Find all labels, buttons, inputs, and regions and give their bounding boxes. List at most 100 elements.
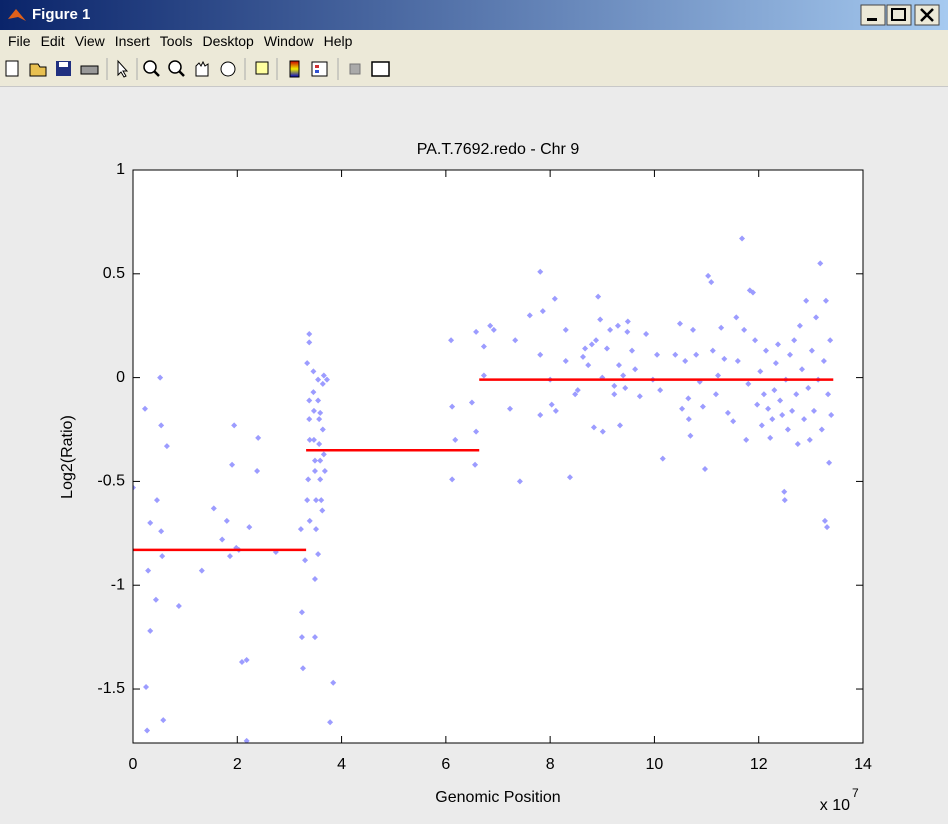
data-point	[311, 634, 318, 641]
data-point	[826, 459, 833, 466]
data-point	[223, 517, 230, 524]
data-point	[620, 372, 627, 379]
data-point	[590, 424, 597, 431]
data-point	[490, 326, 497, 333]
data-point	[771, 387, 778, 394]
data-point	[306, 416, 313, 423]
data-point	[506, 405, 513, 412]
data-point	[231, 422, 238, 429]
data-point	[805, 384, 812, 391]
data-point	[690, 326, 697, 333]
app-icon	[8, 9, 26, 21]
data-point	[319, 507, 326, 514]
data-point	[721, 355, 728, 362]
data-point	[579, 353, 586, 360]
toolbar-icons[interactable]	[0, 52, 560, 86]
data-point	[157, 374, 164, 381]
data-point	[133, 484, 136, 491]
data-point	[733, 314, 740, 321]
data-point	[141, 405, 148, 412]
data-point	[781, 488, 788, 495]
data-point	[654, 351, 661, 358]
data-point	[448, 337, 455, 344]
menu-item[interactable]: Desktop	[202, 33, 254, 49]
data-point	[749, 289, 756, 296]
x-tick-label: 8	[546, 756, 555, 773]
data-point	[310, 436, 317, 443]
data-point	[825, 391, 832, 398]
data-point	[741, 326, 748, 333]
data-point	[229, 461, 236, 468]
y-tick-label: 0.5	[103, 265, 125, 282]
data-point	[304, 360, 311, 367]
data-point	[699, 403, 706, 410]
data-point	[772, 360, 779, 367]
data-point	[821, 517, 828, 524]
data-point	[734, 358, 741, 364]
x-scale-exponent: 7	[852, 786, 859, 800]
data-point	[745, 380, 752, 387]
data-point	[787, 351, 793, 358]
x-tick-label: 12	[750, 756, 768, 773]
menu-item[interactable]: File	[8, 33, 31, 49]
data-point	[739, 235, 746, 242]
data-point	[318, 497, 325, 504]
data-point	[552, 407, 559, 414]
data-point	[468, 399, 475, 406]
data-point	[599, 428, 606, 435]
data-point	[636, 393, 643, 400]
data-point	[779, 411, 786, 418]
data-point	[254, 468, 261, 475]
data-point	[473, 428, 480, 435]
data-point	[632, 366, 639, 373]
data-point	[480, 343, 487, 350]
menu-item[interactable]: Help	[323, 33, 353, 49]
data-point	[789, 407, 796, 414]
data-point	[574, 387, 581, 394]
data-point	[472, 461, 479, 468]
data-point	[537, 411, 544, 418]
data-point	[679, 405, 686, 412]
data-point	[659, 455, 666, 462]
menu-item[interactable]: Window	[263, 33, 314, 49]
data-point	[306, 331, 313, 338]
data-point	[316, 441, 323, 448]
data-point	[827, 337, 834, 344]
data-point	[622, 384, 629, 391]
data-point	[806, 436, 813, 443]
menu-item[interactable]: Tools	[159, 33, 193, 49]
data-point	[693, 351, 700, 358]
data-point	[320, 451, 327, 458]
data-point	[302, 557, 309, 564]
data-point	[730, 418, 737, 425]
data-point	[143, 683, 150, 690]
data-point	[775, 341, 782, 348]
data-point	[718, 324, 725, 331]
data-point	[321, 468, 328, 475]
data-point	[158, 422, 165, 429]
window-buttons[interactable]	[860, 4, 942, 26]
y-tick-label: -0.5	[97, 473, 125, 490]
data-point	[777, 397, 784, 404]
data-point	[607, 326, 614, 333]
menu-item[interactable]: Insert	[114, 33, 150, 49]
data-point	[657, 387, 664, 394]
data-point	[682, 358, 689, 364]
data-point	[306, 436, 313, 443]
data-point	[449, 403, 456, 410]
data-point	[310, 368, 317, 375]
menu-item[interactable]: View	[74, 33, 105, 49]
data-point	[760, 391, 767, 398]
data-point	[724, 409, 731, 416]
data-point	[603, 345, 610, 352]
data-point	[299, 665, 306, 672]
data-point	[803, 297, 810, 304]
x-axis-label: Genomic Position	[435, 789, 560, 806]
data-point	[147, 627, 154, 634]
data-point	[548, 401, 555, 408]
data-point	[246, 524, 253, 531]
data-point	[769, 416, 776, 423]
menu-item[interactable]: Edit	[40, 33, 65, 49]
data-point	[473, 328, 480, 335]
